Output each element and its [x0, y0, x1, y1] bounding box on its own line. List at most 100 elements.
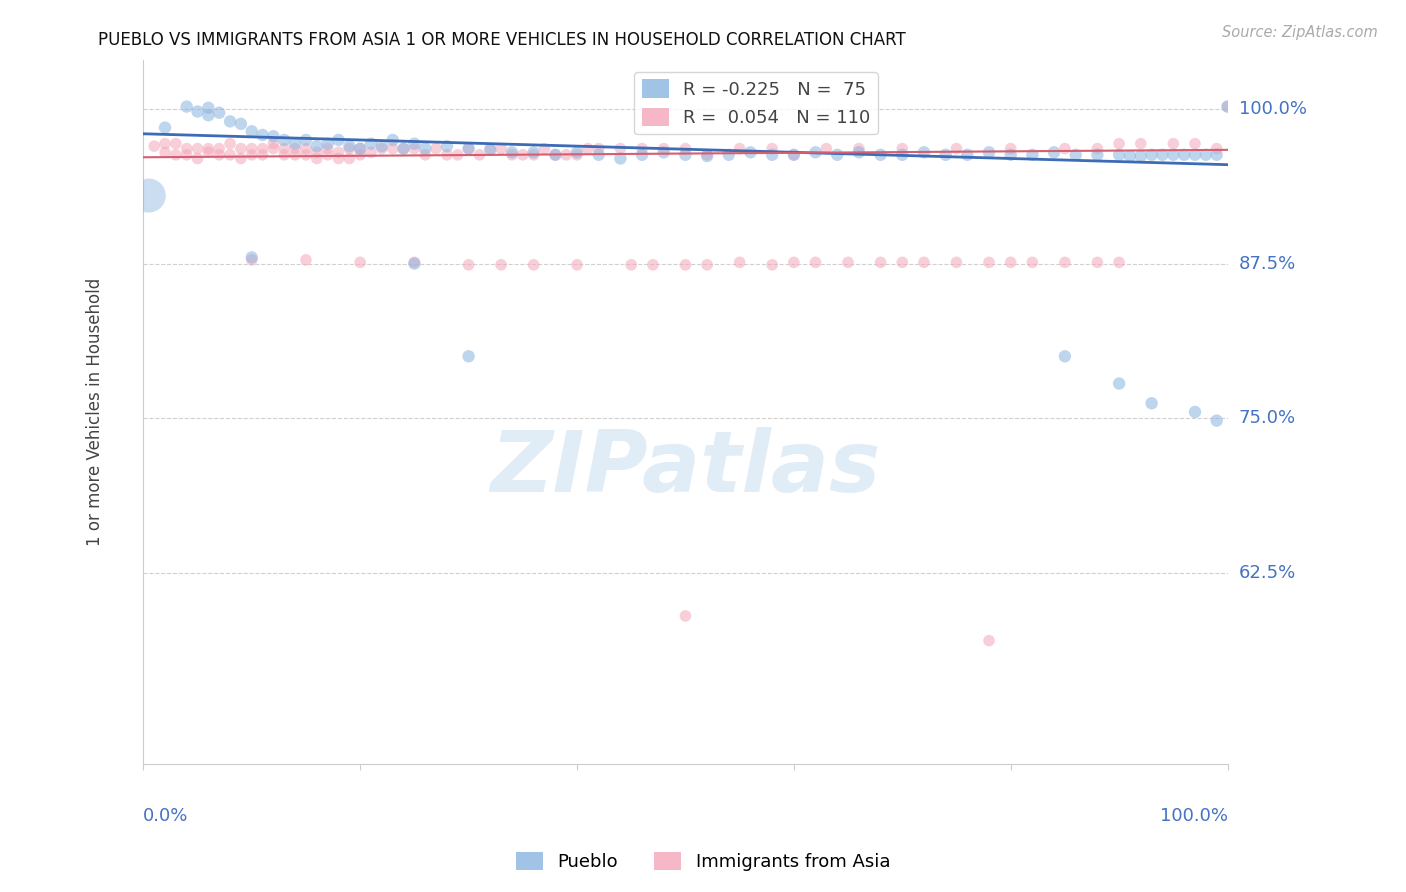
Point	[1000, 148, 1022, 162]
Point	[305, 152, 328, 166]
Point	[565, 145, 588, 160]
Point	[1163, 148, 1185, 162]
Point	[501, 145, 523, 160]
Point	[609, 152, 631, 166]
Point	[208, 105, 231, 120]
Point	[349, 255, 371, 269]
Text: PUEBLO VS IMMIGRANTS FROM ASIA 1 OR MORE VEHICLES IN HOUSEHOLD CORRELATION CHART: PUEBLO VS IMMIGRANTS FROM ASIA 1 OR MORE…	[98, 31, 907, 49]
Point	[1216, 99, 1239, 113]
Point	[588, 148, 610, 162]
Point	[1108, 255, 1130, 269]
Text: 100.0%: 100.0%	[1239, 100, 1306, 118]
Point	[869, 148, 891, 162]
Point	[1053, 255, 1076, 269]
Point	[328, 133, 350, 147]
Point	[295, 252, 318, 267]
Point	[945, 142, 967, 156]
Point	[1129, 136, 1152, 151]
Point	[891, 148, 914, 162]
Point	[349, 142, 371, 156]
Point	[349, 148, 371, 162]
Point	[240, 124, 263, 138]
Point	[761, 148, 783, 162]
Point	[977, 145, 1000, 160]
Point	[284, 136, 307, 151]
Point	[392, 142, 415, 156]
Point	[523, 148, 546, 162]
Point	[479, 143, 502, 157]
Point	[761, 142, 783, 156]
Point	[240, 251, 263, 265]
Point	[457, 142, 479, 156]
Point	[305, 139, 328, 153]
Point	[1129, 149, 1152, 163]
Point	[240, 252, 263, 267]
Point	[187, 152, 209, 166]
Point	[1119, 149, 1142, 163]
Point	[1053, 142, 1076, 156]
Point	[588, 142, 610, 156]
Point	[1000, 255, 1022, 269]
Point	[187, 142, 209, 156]
Point	[208, 142, 231, 156]
Point	[229, 117, 252, 131]
Point	[912, 255, 935, 269]
Point	[1108, 136, 1130, 151]
Point	[295, 148, 318, 162]
Point	[349, 142, 371, 156]
Point	[316, 142, 339, 156]
Point	[641, 258, 664, 272]
Legend: Pueblo, Immigrants from Asia: Pueblo, Immigrants from Asia	[509, 845, 897, 879]
Point	[783, 255, 806, 269]
Point	[652, 145, 675, 160]
Point	[815, 142, 838, 156]
Point	[489, 142, 512, 156]
Point	[371, 139, 394, 153]
Point	[1184, 405, 1206, 419]
Point	[305, 145, 328, 160]
Point	[479, 142, 502, 156]
Point	[262, 136, 284, 151]
Point	[696, 149, 718, 163]
Point	[1195, 148, 1218, 162]
Point	[1087, 142, 1109, 156]
Point	[1173, 148, 1195, 162]
Point	[229, 142, 252, 156]
Point	[555, 148, 578, 162]
Point	[804, 255, 827, 269]
Point	[316, 148, 339, 162]
Point	[447, 148, 470, 162]
Point	[436, 148, 458, 162]
Point	[143, 139, 166, 153]
Point	[1000, 142, 1022, 156]
Point	[761, 258, 783, 272]
Point	[468, 148, 491, 162]
Point	[425, 142, 447, 156]
Point	[197, 101, 219, 115]
Point	[631, 148, 654, 162]
Point	[717, 148, 740, 162]
Point	[935, 148, 957, 162]
Point	[675, 608, 697, 623]
Point	[208, 148, 231, 162]
Point	[912, 145, 935, 160]
Text: 0.0%: 0.0%	[143, 806, 188, 824]
Point	[295, 142, 318, 156]
Point	[501, 148, 523, 162]
Point	[337, 142, 360, 156]
Point	[1205, 414, 1227, 428]
Point	[284, 142, 307, 156]
Point	[523, 145, 546, 160]
Point	[273, 133, 295, 147]
Point	[891, 255, 914, 269]
Point	[728, 255, 751, 269]
Point	[165, 148, 187, 162]
Point	[1184, 148, 1206, 162]
Point	[675, 258, 697, 272]
Point	[956, 148, 979, 162]
Point	[977, 255, 1000, 269]
Point	[187, 104, 209, 119]
Point	[1064, 148, 1087, 162]
Point	[631, 142, 654, 156]
Point	[620, 258, 643, 272]
